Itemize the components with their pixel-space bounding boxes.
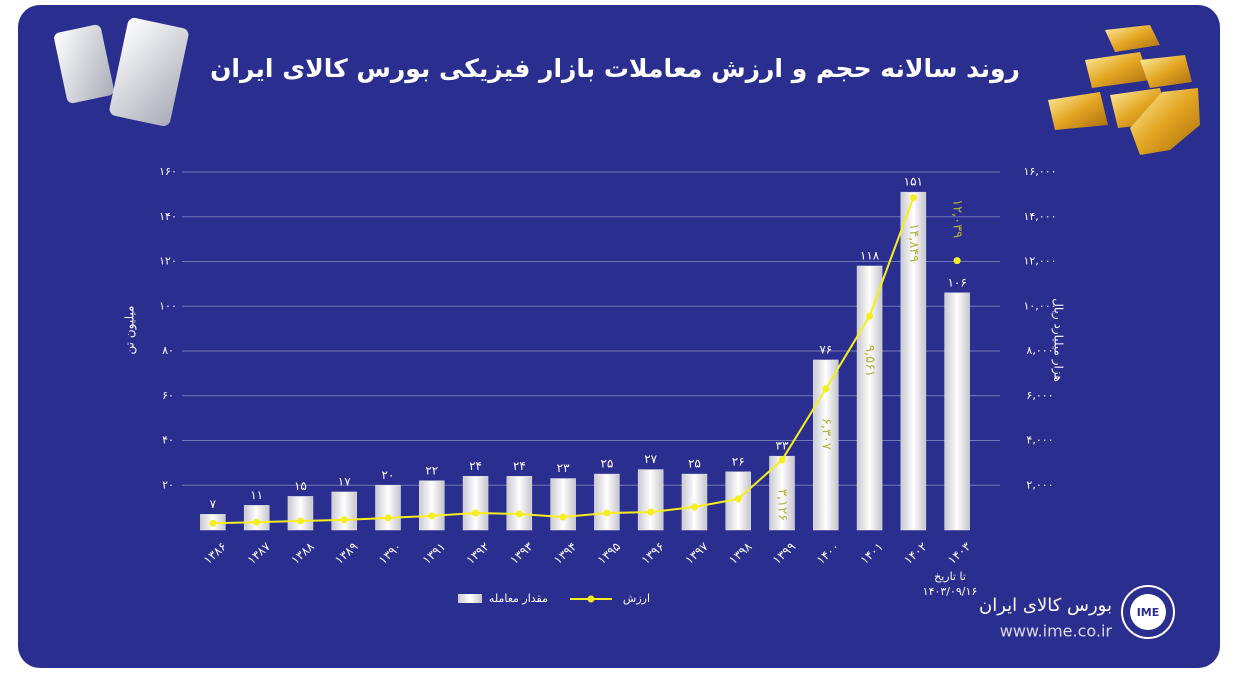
annotation: ۱۴۰۳/۰۹/۱۶	[923, 585, 978, 598]
y2-tick-label: ۱۲,۰۰۰	[1023, 255, 1056, 268]
bar-value-label: ۲۶	[732, 454, 745, 468]
bar-value-label: ۱۵	[294, 479, 307, 493]
annotation: تا تاریخ	[934, 570, 966, 583]
panel	[18, 5, 1220, 668]
bar	[287, 496, 314, 531]
y2-axis-label: هزار میلیارد ریال	[1051, 298, 1066, 382]
bar	[594, 473, 620, 531]
y-tick-label: ۱۴۰	[159, 210, 177, 223]
line-value-label: ۹,۵۶۱	[862, 345, 877, 377]
y2-tick-label: ۶,۰۰۰	[1026, 389, 1053, 402]
bar	[462, 476, 489, 531]
line-point	[472, 509, 480, 517]
line-value-label: ۱۲,۰۳۹	[950, 199, 965, 238]
brand-logo	[1121, 585, 1175, 639]
line-point	[822, 385, 830, 393]
y-tick-label: ۲۰	[162, 478, 174, 491]
brand-logo-text: IME	[1137, 606, 1160, 619]
bar-value-label: ۷۶	[819, 342, 832, 356]
bar-value-label: ۲۰	[382, 468, 395, 482]
bar-value-label: ۱۱	[250, 488, 263, 502]
line-point	[778, 456, 786, 464]
line-point	[953, 257, 961, 265]
line-point	[253, 518, 261, 526]
bar	[331, 491, 357, 531]
bar-value-label: ۳۳	[776, 439, 789, 453]
line-value-label: ۱۴,۸۴۹	[906, 223, 921, 262]
bar	[681, 473, 708, 531]
bar-value-label: ۱۰۶	[947, 275, 966, 289]
bar-value-label: ۲۲	[425, 463, 438, 477]
y2-tick-label: ۱۰,۰۰۰	[1023, 299, 1056, 312]
legend-swatch	[458, 594, 482, 603]
line-point	[209, 519, 217, 527]
line-point	[384, 514, 392, 522]
line-point	[909, 194, 917, 202]
y-tick-label: ۱۲۰	[159, 255, 177, 268]
line-value-label: ۶,۳۰۷	[818, 418, 833, 450]
bar-value-label: ۲۴	[469, 459, 482, 473]
bar	[637, 469, 664, 531]
bar-value-label: ۲۷	[644, 452, 657, 466]
bar	[419, 480, 445, 531]
bar-value-label: ۲۳	[557, 461, 570, 475]
bar-value-label: ۱۷	[338, 474, 351, 488]
silver-bars-image	[54, 17, 189, 127]
y2-tick-label: ۸,۰۰۰	[1026, 344, 1053, 357]
bar	[506, 476, 533, 531]
y-tick-label: ۴۰	[162, 434, 174, 447]
line-point	[515, 510, 523, 518]
y-tick-label: ۱۰۰	[159, 299, 177, 312]
legend-label: ارزش	[623, 592, 650, 605]
y-axis-label: میلیون تن	[123, 306, 138, 355]
brand-name: بورس کالای ایران	[979, 595, 1112, 616]
line-value-label: ۳,۱۲۶	[775, 489, 790, 521]
bar	[900, 191, 927, 531]
line-point	[866, 312, 874, 320]
y2-tick-label: ۲,۰۰۰	[1026, 478, 1053, 491]
line-point	[647, 508, 655, 516]
bar	[944, 292, 970, 531]
line-point	[428, 512, 436, 520]
line-point	[690, 503, 698, 511]
bar-value-label: ۲۵	[688, 457, 701, 471]
y-tick-label: ۶۰	[162, 389, 174, 402]
bar	[856, 265, 883, 531]
bar-value-label: ۷	[210, 497, 217, 511]
bar-value-label: ۱۱۸	[860, 248, 880, 262]
y-tick-label: ۸۰	[162, 344, 174, 357]
bar	[550, 478, 576, 531]
brand-url: www.ime.co.ir	[1000, 622, 1113, 641]
gold-bars-image	[1048, 25, 1200, 155]
y2-tick-label: ۱۴,۰۰۰	[1023, 210, 1056, 223]
line-point	[296, 517, 304, 525]
bar	[243, 505, 270, 531]
chart-title: روند سالانه حجم و ارزش معاملات بازار فیز…	[210, 54, 1020, 84]
legend-swatch	[587, 595, 595, 603]
legend-label: مقدار معامله	[489, 592, 548, 605]
line-point	[340, 516, 348, 524]
bar-value-label: ۱۵۱	[904, 175, 923, 189]
line-point	[603, 509, 611, 517]
bar-value-label: ۲۵	[600, 457, 613, 471]
line-point	[734, 495, 742, 503]
y2-tick-label: ۴,۰۰۰	[1026, 434, 1053, 447]
line-point	[559, 513, 567, 521]
bar	[375, 485, 401, 531]
y2-tick-label: ۱۶,۰۰۰	[1023, 165, 1056, 178]
bar-value-label: ۲۴	[513, 459, 526, 473]
y-tick-label: ۱۶۰	[159, 165, 177, 178]
